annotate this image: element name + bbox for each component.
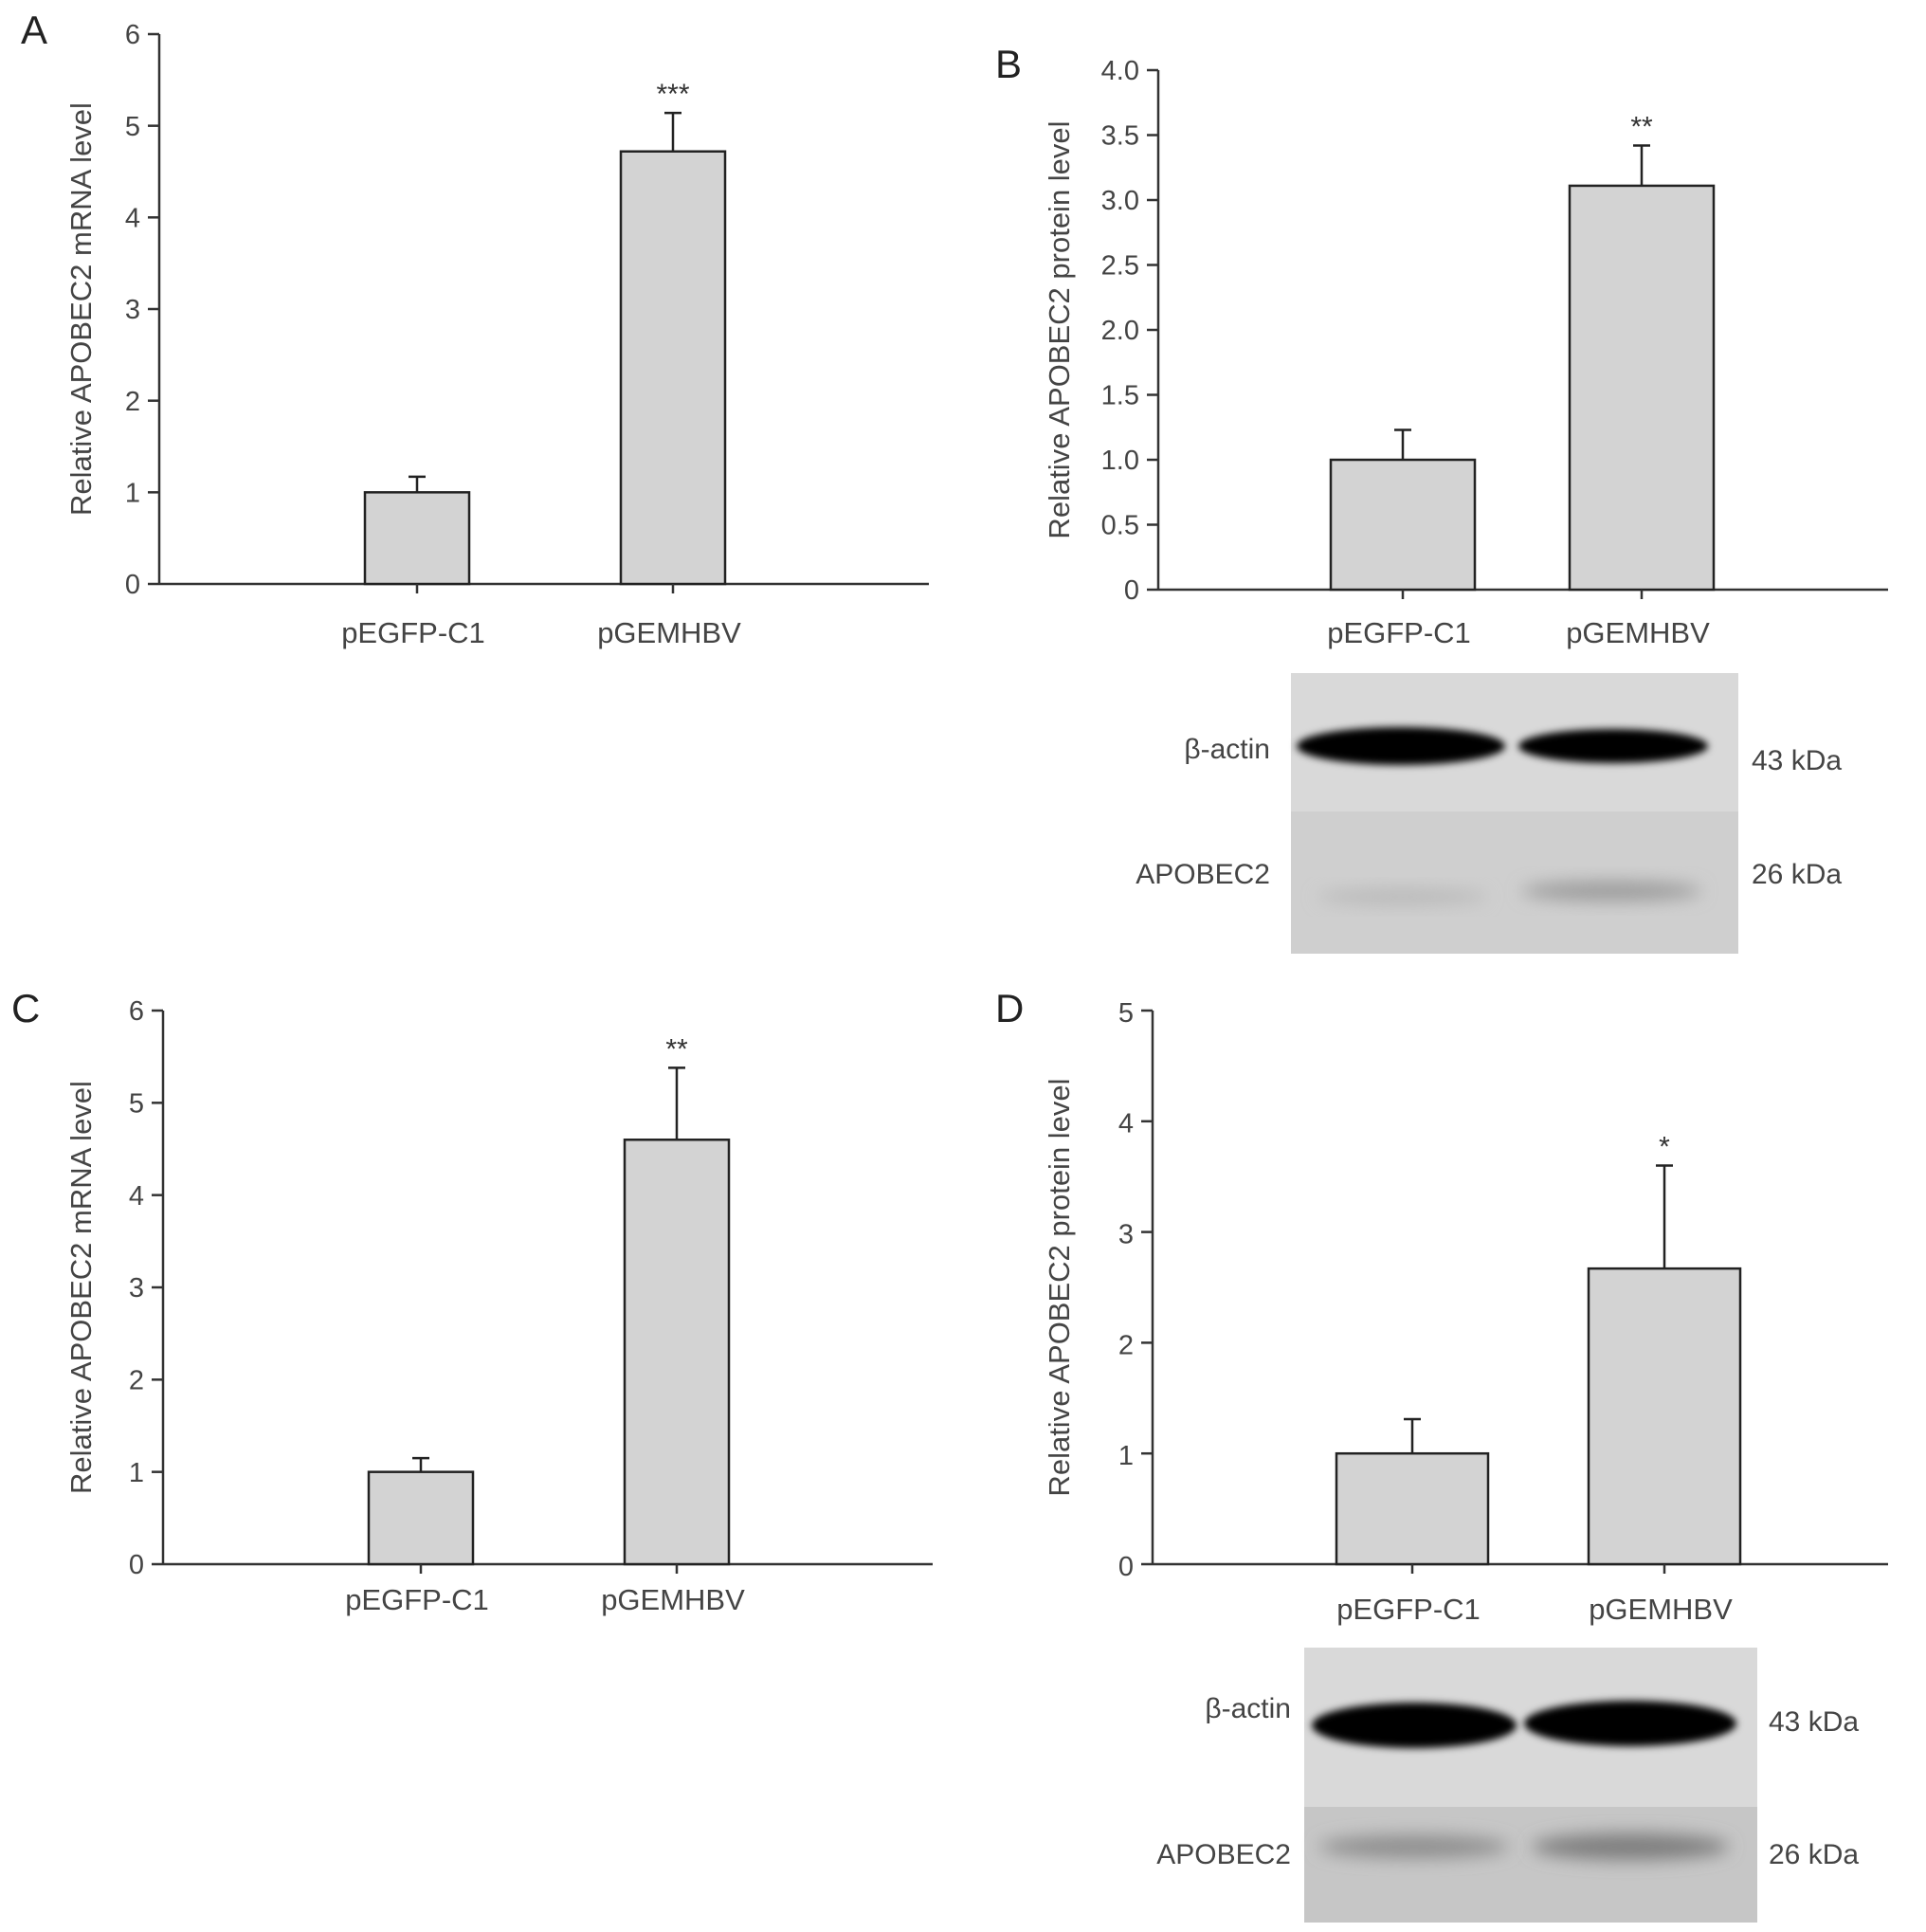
bar	[1568, 184, 1716, 592]
y-tick-label: 5	[1118, 998, 1134, 1029]
beta-actin-band	[1297, 727, 1505, 765]
category-label: pGEMHBV	[601, 1583, 745, 1616]
category-label: pEGFP-C1	[341, 616, 485, 649]
chart-panel-a: 0 1 2 3 4 5 6 Relative APOBEC2 mRNA level pEGFP-…	[64, 20, 929, 649]
panel-letter-d: D	[995, 986, 1024, 1030]
y-tick-label: 1	[129, 1458, 144, 1488]
y-tick-label: 3.0	[1101, 186, 1139, 216]
category-label: pEGFP-C1	[345, 1583, 489, 1616]
y-tick-label: 2.5	[1101, 251, 1139, 282]
chart-panel-b: 0 0.5 1.0 1.5 2.0 2.5 3.0 3.5 4.0 Relative APOBEC…	[1043, 56, 1888, 649]
y-tick-label: 0	[125, 570, 140, 600]
western-blot-b: β-actin 43 kDa APOBEC2 26 kDa	[1136, 673, 1842, 954]
blot-membrane-lower	[1304, 1807, 1757, 1923]
panel-letter-b: B	[995, 42, 1022, 86]
bar	[1335, 1451, 1490, 1566]
y-tick-label: 0	[1124, 575, 1139, 606]
significance-marker: **	[665, 1033, 688, 1065]
y-axis-label: Relative APOBEC2 protein level	[1043, 1078, 1076, 1496]
y-tick-label: 3	[129, 1273, 144, 1303]
y-tick-label: 3	[125, 295, 140, 325]
blot-size-26kda: 26 kDa	[1769, 1839, 1859, 1870]
blot-label-apobec2: APOBEC2	[1156, 1839, 1291, 1870]
apobec2-band	[1319, 1835, 1509, 1858]
blot-size-26kda: 26 kDa	[1752, 859, 1842, 890]
y-tick-label: 1.5	[1101, 381, 1139, 411]
significance-marker: **	[1630, 111, 1653, 142]
y-tick-label: 4	[129, 1181, 144, 1212]
significance-marker: *	[1659, 1132, 1670, 1163]
y-tick-label: 2	[125, 387, 140, 417]
blot-label-beta-actin: β-actin	[1205, 1693, 1291, 1724]
y-axis-label: Relative APOBEC2 mRNA level	[64, 102, 98, 516]
category-label: pGEMHBV	[1566, 616, 1710, 649]
panel-letter-a: A	[21, 8, 47, 52]
apobec2-band	[1521, 882, 1701, 901]
category-label: pGEMHBV	[1589, 1593, 1733, 1626]
y-tick-label: 3.5	[1101, 121, 1139, 152]
blot-label-beta-actin: β-actin	[1184, 734, 1270, 765]
apobec2-band	[1532, 1833, 1729, 1860]
y-tick-label: 1	[125, 478, 140, 508]
y-axis-label: Relative APOBEC2 mRNA level	[64, 1081, 98, 1494]
category-label: pGEMHBV	[597, 616, 741, 649]
bar	[1329, 458, 1477, 592]
y-tick-label: 2	[129, 1365, 144, 1395]
y-tick-label: 5	[129, 1088, 144, 1119]
blot-label-apobec2: APOBEC2	[1136, 859, 1270, 890]
y-tick-label: 1	[1118, 1441, 1134, 1471]
category-label: pEGFP-C1	[1336, 1593, 1481, 1626]
bar	[367, 1470, 475, 1566]
bar	[1587, 1267, 1742, 1566]
category-label: pEGFP-C1	[1327, 616, 1471, 649]
beta-actin-band	[1312, 1703, 1517, 1748]
apobec2-band	[1317, 889, 1488, 904]
y-axis-label: Relative APOBEC2 protein level	[1043, 120, 1076, 538]
chart-panel-d: 0 1 2 3 4 5 Relative APOBEC2 protein level pEGF…	[1043, 998, 1888, 1626]
y-tick-label: 4.0	[1101, 56, 1139, 86]
y-tick-label: 1.0	[1101, 446, 1139, 476]
y-tick-label: 3	[1118, 1220, 1134, 1250]
y-tick-label: 6	[129, 996, 144, 1027]
blot-membrane-lower	[1291, 811, 1738, 954]
y-tick-label: 5	[125, 112, 140, 142]
y-tick-label: 4	[1118, 1109, 1134, 1139]
y-tick-label: 0.5	[1101, 511, 1139, 541]
bar	[623, 1139, 731, 1566]
y-tick-label: 6	[125, 20, 140, 50]
y-tick-label: 2	[1118, 1330, 1134, 1360]
blot-size-43kda: 43 kDa	[1752, 745, 1842, 776]
beta-actin-band	[1518, 729, 1708, 763]
y-tick-label: 4	[125, 203, 140, 233]
beta-actin-band	[1524, 1701, 1736, 1746]
y-tick-label: 2.0	[1101, 316, 1139, 346]
significance-marker: ***	[656, 79, 689, 110]
panel-letter-c: C	[11, 986, 40, 1030]
y-tick-label: 0	[1118, 1552, 1134, 1582]
y-tick-label: 0	[129, 1550, 144, 1580]
bar	[363, 491, 471, 586]
chart-panel-c: 0 1 2 3 4 5 6 Relative APOBEC2 mRNA level pEGFP-…	[64, 996, 933, 1616]
western-blot-d: β-actin 43 kDa APOBEC2 26 kDa	[1156, 1648, 1859, 1923]
blot-size-43kda: 43 kDa	[1769, 1706, 1859, 1738]
bar	[619, 150, 727, 586]
